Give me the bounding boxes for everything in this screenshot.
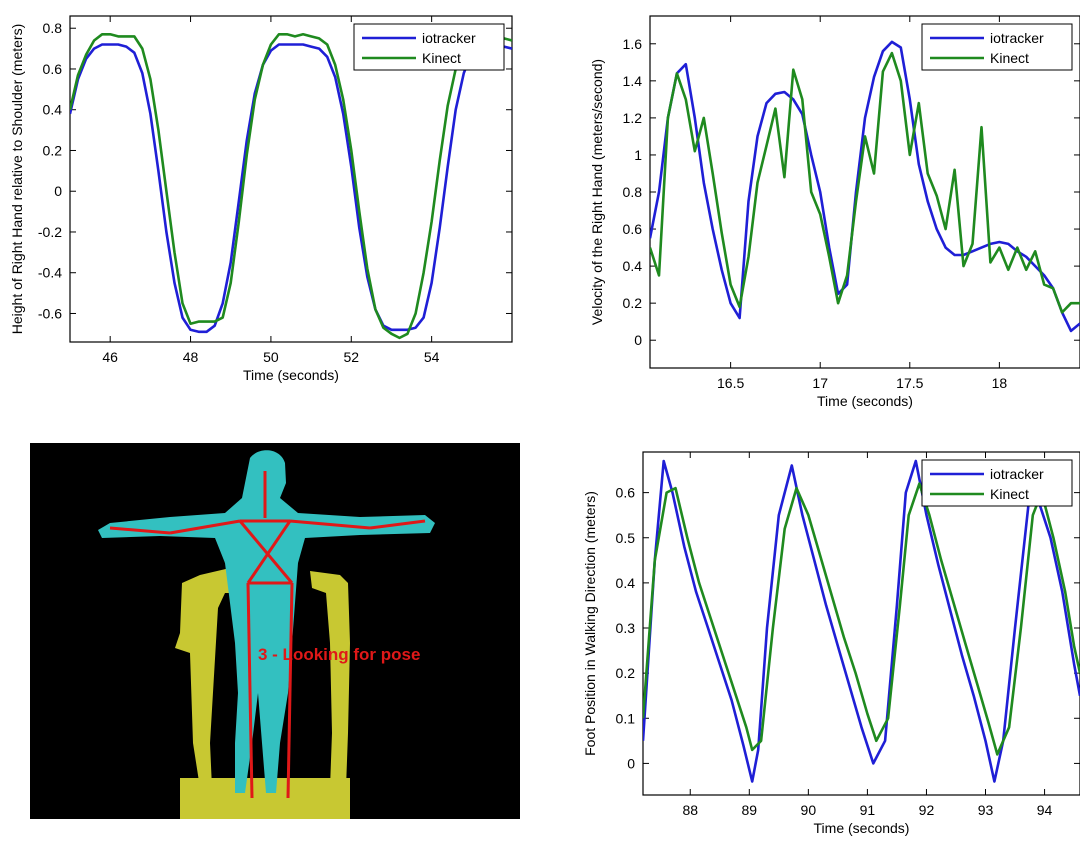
y-axis-label: Height of Right Hand relative to Shoulde… xyxy=(9,24,25,334)
x-tick-label: 92 xyxy=(919,802,935,818)
x-tick-label: 50 xyxy=(263,349,279,365)
x-tick-label: 18 xyxy=(992,375,1008,391)
y-tick-label: 0.4 xyxy=(616,575,636,591)
plot-area xyxy=(642,451,1080,796)
x-tick-label: 17 xyxy=(812,375,828,391)
y-tick-label: 1.2 xyxy=(623,110,643,126)
y-tick-label: -0.6 xyxy=(38,305,62,321)
y-axis-label: Foot Position in Walking Direction (mete… xyxy=(582,491,598,756)
kinect-scene: 3 - Looking for pose xyxy=(30,443,520,819)
y-tick-label: 0.5 xyxy=(616,530,636,546)
legend-box xyxy=(921,23,1073,71)
x-axis-label: Time (seconds) xyxy=(814,820,910,836)
series-line-iotracker xyxy=(70,43,512,334)
x-tick-label: 91 xyxy=(860,802,876,818)
x-tick-label: 94 xyxy=(1037,802,1053,818)
yellow-frame-right xyxy=(310,571,350,788)
y-tick-label: 0.8 xyxy=(43,20,63,36)
x-tick-label: 46 xyxy=(102,349,118,365)
skeleton xyxy=(109,471,426,799)
y-tick-label: -0.4 xyxy=(38,265,62,281)
legend-box xyxy=(921,459,1073,507)
legend-box xyxy=(353,23,505,71)
legend-label: iotracker xyxy=(990,466,1044,482)
y-tick-label: 0.2 xyxy=(623,295,643,311)
y-tick-label: 0.8 xyxy=(623,184,643,200)
legend-label: Kinect xyxy=(990,50,1029,66)
series-line-kinect xyxy=(643,482,1080,756)
y-tick-label: 0 xyxy=(627,755,635,771)
x-tick-label: 48 xyxy=(183,349,199,365)
series-line-iotracker xyxy=(643,459,1080,783)
x-tick-label: 54 xyxy=(424,349,440,365)
x-tick-label: 93 xyxy=(978,802,994,818)
series-line-kinect xyxy=(650,51,1080,314)
y-tick-label: 0.1 xyxy=(616,710,636,726)
legend-label: iotracker xyxy=(990,30,1044,46)
cyan-body xyxy=(98,450,435,793)
y-tick-label: 0.2 xyxy=(43,142,63,158)
x-tick-label: 88 xyxy=(682,802,698,818)
foot-position-chart: 88 89 90 91 92 93 94 0 0.1 0.2 0.3 0.4 0.5 0.6 Time (s… xyxy=(582,451,1080,836)
y-tick-label: 0.2 xyxy=(616,665,636,681)
x-tick-label: 89 xyxy=(742,802,758,818)
plot-area xyxy=(649,15,1080,369)
legend-label: Kinect xyxy=(422,50,461,66)
y-tick-label: 0.6 xyxy=(43,61,63,77)
y-tick-label: 0 xyxy=(54,183,62,199)
hand-velocity-chart: 16.5 17 17.5 18 0 0.2 0.4 0.6 0.8 1 1.2 1.4 1.6 Time … xyxy=(589,15,1080,409)
y-tick-label: 0.6 xyxy=(623,221,643,237)
series-line-kinect xyxy=(70,32,512,340)
pose-status-text: 3 - Looking for pose xyxy=(258,645,420,664)
x-axis-label: Time (seconds) xyxy=(817,393,913,409)
yellow-frame-left xyxy=(175,568,240,788)
x-tick-label: 90 xyxy=(801,802,817,818)
y-tick-label: 0.4 xyxy=(623,258,643,274)
y-tick-label: 0.4 xyxy=(43,102,63,118)
y-tick-label: 1.4 xyxy=(623,73,643,89)
yellow-floor xyxy=(180,778,350,819)
series-line-iotracker xyxy=(650,40,1080,333)
y-tick-label: -0.2 xyxy=(38,224,62,240)
legend-label: Kinect xyxy=(990,486,1029,502)
x-tick-label: 17.5 xyxy=(896,375,923,391)
legend-label: iotracker xyxy=(422,30,476,46)
y-tick-label: 0 xyxy=(634,332,642,348)
x-tick-label: 16.5 xyxy=(717,375,744,391)
y-tick-label: 0.3 xyxy=(616,620,636,636)
x-axis-label: Time (seconds) xyxy=(243,367,339,383)
hand-height-chart: 46 48 50 52 54 -0.6 -0.4 -0.2 0 0.2 0.4 0.6 0.8 Time … xyxy=(9,15,513,383)
kinect-depth-view: 3 - Looking for pose xyxy=(30,443,520,819)
x-tick-label: 52 xyxy=(343,349,359,365)
y-tick-label: 0.6 xyxy=(616,485,636,501)
y-axis-label: Velocity of the Right Hand (meters/secon… xyxy=(589,59,605,325)
y-tick-label: 1 xyxy=(634,147,642,163)
y-tick-label: 1.6 xyxy=(623,36,643,52)
